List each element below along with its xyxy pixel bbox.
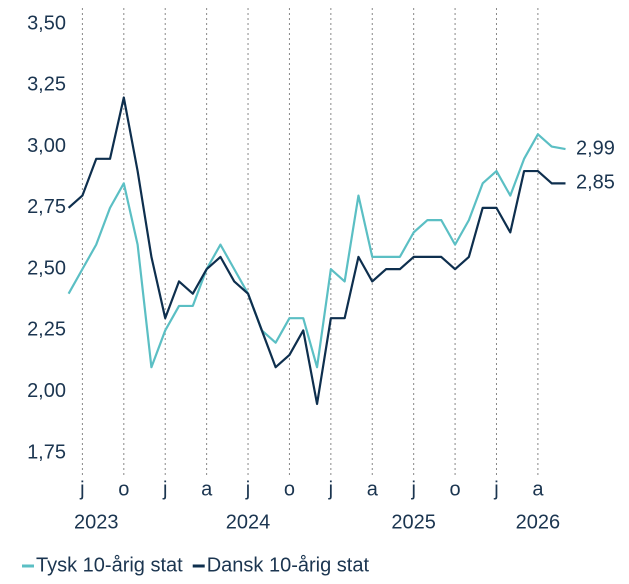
series-line [67, 96, 566, 406]
x-tick-label: o [284, 478, 295, 500]
y-tick-label: 3,00 [27, 135, 66, 157]
x-year-label: 2024 [226, 511, 271, 533]
end-label: 2,85 [576, 172, 615, 194]
x-tick-label: j [162, 478, 167, 500]
end-label: 2,99 [576, 137, 615, 159]
y-tick-label: 2,50 [27, 257, 66, 279]
legend-label: Tysk 10-årig stat [36, 554, 183, 576]
x-tick-label: o [450, 478, 461, 500]
x-year-label: 2025 [391, 511, 436, 533]
series-line [67, 133, 566, 369]
x-year-label: 2023 [74, 511, 119, 533]
x-tick-label: j [245, 478, 250, 500]
x-tick-label: j [410, 478, 415, 500]
x-tick-label: a [201, 478, 213, 500]
x-tick-label: j [79, 478, 84, 500]
y-tick-label: 2,75 [27, 196, 66, 218]
y-tick-label: 2,25 [27, 319, 66, 341]
y-tick-label: 2,00 [27, 380, 66, 402]
y-tick-label: 3,50 [27, 12, 66, 34]
x-tick-label: j [493, 478, 498, 500]
x-tick-label: a [367, 478, 379, 500]
x-tick-label: a [532, 478, 544, 500]
y-tick-label: 1,75 [27, 441, 66, 463]
y-tick-label: 3,25 [27, 74, 66, 96]
legend-label: Dansk 10-årig stat [207, 554, 370, 576]
x-tick-label: j [328, 478, 333, 500]
x-year-label: 2026 [516, 511, 561, 533]
x-tick-label: o [118, 478, 129, 500]
